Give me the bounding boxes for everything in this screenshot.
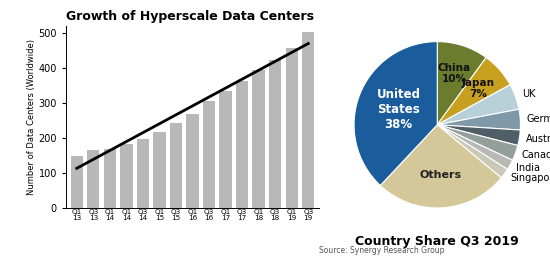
Text: UK: UK <box>522 89 535 99</box>
Text: Japan
7%: Japan 7% <box>462 78 495 99</box>
Bar <box>236 81 248 208</box>
Bar <box>252 70 265 208</box>
Wedge shape <box>437 57 510 125</box>
Bar <box>103 148 116 208</box>
Title: Country Share Q3 2019: Country Share Q3 2019 <box>355 236 519 249</box>
Bar <box>170 123 182 208</box>
Bar <box>120 144 133 208</box>
Bar <box>87 150 100 208</box>
Y-axis label: Number of Data Centers (Worldwide): Number of Data Centers (Worldwide) <box>27 39 36 195</box>
Text: Others: Others <box>419 170 461 180</box>
Wedge shape <box>380 125 502 208</box>
Bar <box>153 132 166 208</box>
Bar <box>269 60 282 208</box>
Wedge shape <box>354 42 437 185</box>
Wedge shape <box>437 125 518 160</box>
Text: Growth of Hyperscale Data Centers: Growth of Hyperscale Data Centers <box>66 10 314 23</box>
Wedge shape <box>437 85 519 125</box>
Wedge shape <box>437 125 508 178</box>
Text: Germany: Germany <box>527 114 550 124</box>
Bar <box>70 155 83 208</box>
Text: China
10%: China 10% <box>437 63 470 84</box>
Bar <box>186 114 199 208</box>
Text: India: India <box>516 163 540 173</box>
Bar <box>137 139 149 208</box>
Text: Australia: Australia <box>526 134 550 144</box>
Bar <box>219 91 232 208</box>
Bar <box>203 101 215 208</box>
Bar <box>302 32 315 208</box>
Wedge shape <box>437 109 520 130</box>
Wedge shape <box>437 42 486 125</box>
Text: Source: Synergy Research Group: Source: Synergy Research Group <box>319 246 444 255</box>
Text: Singapore: Singapore <box>510 173 550 183</box>
Text: United
States
38%: United States 38% <box>377 88 421 131</box>
Wedge shape <box>437 125 520 146</box>
Bar <box>285 48 298 208</box>
Text: Canada: Canada <box>522 150 550 160</box>
Wedge shape <box>437 125 513 169</box>
